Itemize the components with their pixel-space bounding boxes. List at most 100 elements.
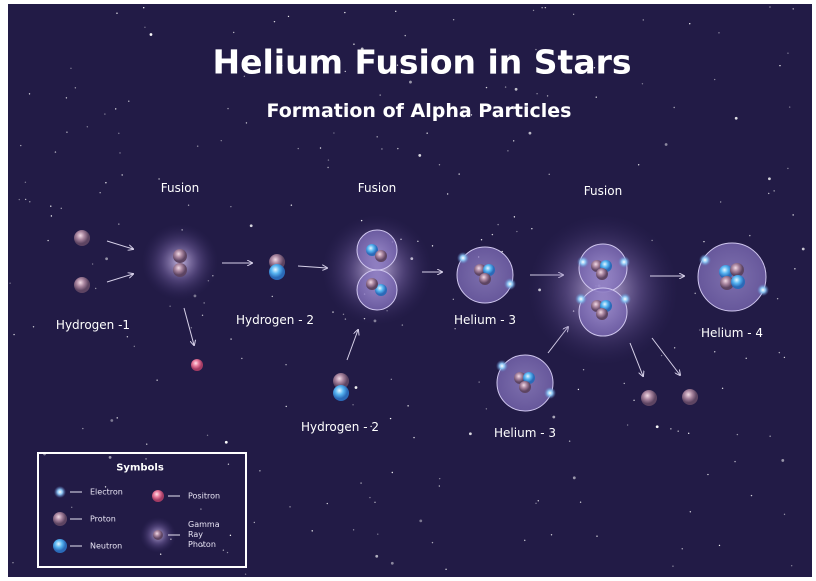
star [769,436,770,437]
star [413,437,414,438]
star [115,108,116,109]
star [656,425,659,428]
star [360,482,361,483]
star [789,106,790,107]
star [119,152,120,153]
star [515,88,518,91]
star [714,351,715,352]
star [333,132,334,133]
star [71,507,72,508]
star [200,508,201,509]
star [642,83,643,84]
star [150,33,153,36]
star [55,151,56,152]
star [50,205,51,206]
proton [596,268,608,280]
star [516,231,517,232]
star [784,357,785,358]
star [92,263,93,264]
star [121,174,122,175]
star [391,562,394,565]
star [746,358,747,359]
star [381,148,382,149]
proton [519,381,531,393]
star [328,159,329,160]
proton [375,250,387,262]
star [779,65,780,66]
star [117,417,118,418]
star [513,140,514,141]
star [116,13,117,14]
node-label: Hydrogen - 2 [236,313,314,327]
star [454,328,455,329]
electron [496,360,508,372]
infographic: Helium Fusion in Stars Formation of Alph… [0,0,816,581]
star [627,424,628,425]
star [392,472,393,473]
star [445,569,446,570]
star [285,364,286,365]
star [241,358,242,359]
neutron [333,385,349,401]
legend-label: Gamma Ray Photon [188,520,232,550]
star [703,241,704,242]
star [345,318,346,319]
proton [173,263,187,277]
electron [577,256,589,268]
nucleus-shell [698,243,766,311]
star [478,381,479,382]
star [781,459,784,462]
star [551,534,552,535]
star [596,96,597,97]
star [197,145,198,146]
star [75,87,76,88]
star [439,478,440,479]
proton [730,263,744,277]
electron [757,284,769,296]
subtitle: Formation of Alpha Particles [267,100,572,122]
star [390,418,391,419]
star [320,147,321,148]
star [169,306,170,307]
star [749,235,750,236]
star [160,554,161,555]
node-label: Hydrogen - 2 [301,420,379,434]
star [228,464,229,465]
star [246,122,247,123]
star [188,205,189,206]
star [12,562,13,563]
star [777,298,778,299]
star [486,87,487,88]
star [355,386,358,389]
star [569,440,570,441]
star [633,400,634,401]
star [402,324,403,325]
star [536,93,537,94]
star [596,535,597,536]
star [779,352,780,353]
proton [74,277,90,293]
star [794,268,795,269]
star [87,126,88,127]
star [768,177,771,180]
star [535,503,536,504]
legend-label: Neutron [90,542,122,551]
star [233,32,234,33]
proton [366,278,378,290]
star [545,7,546,8]
proton [153,530,163,540]
star [407,405,408,406]
fusion-label: Fusion [161,181,199,195]
star [469,432,472,435]
star [20,145,21,146]
star [426,132,427,133]
star [505,86,506,87]
star [447,193,448,194]
fusion-label: Fusion [358,181,396,195]
star [418,154,421,157]
star [245,573,246,574]
star [118,133,119,134]
star [718,32,719,33]
electron [504,278,516,290]
proton [641,390,657,406]
